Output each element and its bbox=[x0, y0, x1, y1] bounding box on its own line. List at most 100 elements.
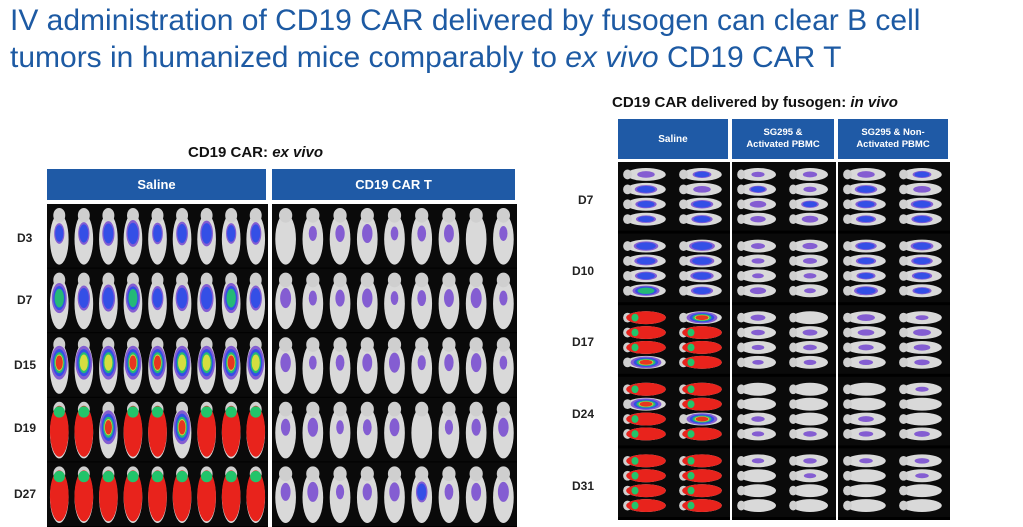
mouse-image bbox=[899, 182, 942, 196]
mouse-image bbox=[843, 197, 886, 211]
mouse-image bbox=[356, 208, 378, 265]
mouse-image bbox=[737, 427, 776, 441]
mouse-image bbox=[789, 454, 828, 468]
mouse-image bbox=[623, 454, 666, 468]
slide-title-text: IV administration of CD19 CAR delivered … bbox=[10, 4, 921, 74]
mouse-image bbox=[737, 269, 776, 283]
mouse-image bbox=[737, 397, 776, 411]
mouse-image bbox=[172, 337, 192, 394]
slide-title-emphasis: ex vivo bbox=[565, 41, 659, 74]
mouse-image bbox=[623, 254, 666, 268]
mouse-image bbox=[197, 466, 216, 523]
mouse-image bbox=[789, 355, 828, 369]
mouse-image bbox=[789, 499, 828, 512]
mouse-image bbox=[302, 337, 324, 394]
mouse-image bbox=[623, 412, 666, 426]
mouse-image bbox=[49, 272, 69, 330]
mouse-image bbox=[737, 311, 776, 325]
mouse-image bbox=[623, 484, 666, 498]
left-header-saline-label: Saline bbox=[137, 177, 176, 192]
mouse-image bbox=[74, 466, 94, 523]
mouse-image bbox=[623, 499, 666, 512]
mouse-image bbox=[623, 397, 666, 411]
mouse-image bbox=[172, 466, 192, 523]
mouse-image bbox=[623, 284, 666, 298]
mouse-image bbox=[843, 484, 886, 498]
mouse-image bbox=[74, 337, 94, 394]
mouse-image bbox=[221, 208, 241, 265]
mouse-image bbox=[737, 469, 776, 483]
mouse-image bbox=[737, 182, 776, 196]
mouse-image bbox=[221, 337, 241, 394]
mouse-image bbox=[843, 355, 886, 369]
mouse-image bbox=[623, 341, 666, 354]
mouse-image bbox=[843, 182, 886, 196]
mouse-image bbox=[899, 382, 942, 396]
mouse-image bbox=[438, 208, 460, 265]
mouse-image bbox=[679, 326, 722, 339]
mouse-image bbox=[789, 326, 828, 339]
right-sg295-nonact-imaging bbox=[838, 162, 950, 520]
slide-title: IV administration of CD19 CAR delivered … bbox=[10, 2, 1015, 76]
right-header-saline: Saline bbox=[618, 119, 728, 159]
mouse-image bbox=[737, 341, 776, 354]
mouse-image bbox=[384, 272, 405, 330]
mouse-image bbox=[411, 466, 433, 523]
mouse-image bbox=[623, 212, 666, 226]
mouse-image bbox=[737, 454, 776, 468]
mouse-image bbox=[679, 254, 722, 268]
mouse-image bbox=[99, 466, 118, 523]
mouse-image bbox=[99, 272, 118, 330]
mouse-image bbox=[789, 284, 828, 298]
mouse-image bbox=[623, 427, 666, 441]
mouse-image bbox=[302, 208, 324, 265]
mouse-image bbox=[789, 427, 828, 441]
mouse-image bbox=[99, 337, 118, 394]
mouse-image bbox=[438, 337, 460, 394]
mouse-image bbox=[899, 254, 942, 268]
mouse-image bbox=[737, 239, 776, 253]
mouse-image bbox=[679, 212, 722, 226]
mouse-image bbox=[623, 355, 666, 369]
mouse-image bbox=[789, 197, 828, 211]
mouse-image bbox=[197, 337, 216, 394]
right-header-line: SG295 & bbox=[763, 127, 803, 138]
mouse-image bbox=[899, 269, 942, 283]
mouse-image bbox=[737, 284, 776, 298]
left-day-label: D15 bbox=[14, 358, 37, 372]
mouse-image bbox=[843, 254, 886, 268]
mouse-image bbox=[123, 272, 143, 330]
mouse-image bbox=[221, 466, 241, 523]
mouse-image bbox=[843, 326, 886, 339]
mouse-image bbox=[197, 272, 216, 330]
mouse-image bbox=[275, 272, 296, 330]
mouse-image bbox=[737, 168, 776, 181]
mouse-image bbox=[737, 212, 776, 226]
mouse-image bbox=[275, 337, 296, 394]
mouse-image bbox=[623, 182, 666, 196]
mouse-image bbox=[679, 412, 722, 426]
mouse-image bbox=[623, 269, 666, 283]
mouse-image bbox=[197, 401, 216, 459]
mouse-image bbox=[679, 311, 722, 325]
mouse-image bbox=[789, 212, 828, 226]
mouse-image bbox=[148, 466, 167, 523]
left-day-label: D7 bbox=[17, 293, 33, 307]
mouse-image bbox=[899, 197, 942, 211]
mouse-image bbox=[329, 466, 351, 523]
mouse-image bbox=[275, 466, 296, 523]
mouse-image bbox=[737, 197, 776, 211]
left-header-saline: Saline bbox=[47, 169, 266, 200]
right-day-label: D10 bbox=[572, 264, 595, 278]
mouse-image bbox=[356, 272, 378, 330]
mouse-image bbox=[899, 469, 942, 483]
mouse-image bbox=[123, 208, 143, 265]
mouse-image bbox=[843, 382, 886, 396]
mouse-image bbox=[899, 326, 942, 339]
mouse-image bbox=[737, 499, 776, 512]
mouse-image bbox=[172, 401, 192, 459]
mouse-image bbox=[843, 427, 886, 441]
mouse-image bbox=[493, 466, 514, 523]
mouse-image bbox=[302, 466, 324, 523]
right-panel-title-em: in vivo bbox=[850, 94, 898, 111]
